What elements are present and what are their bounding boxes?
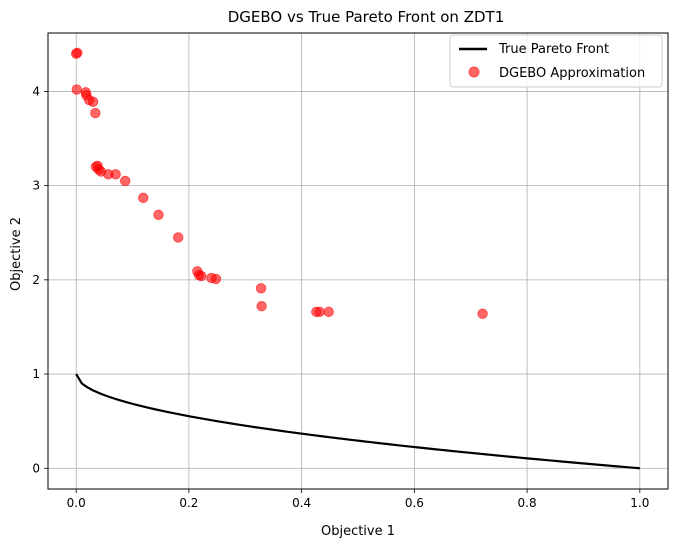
dgebo-point	[110, 169, 121, 180]
dgebo-point	[172, 232, 184, 243]
x-tick-label: 0.0	[67, 496, 86, 510]
dgebo-point	[87, 96, 99, 107]
chart-title: DGEBO vs True Pareto Front on ZDT1	[228, 8, 505, 26]
axis-ticks: 0.0 0.2 0.4 0.6 0.8 1.0 0 1 2 3 4	[32, 84, 649, 510]
dgebo-point	[120, 175, 131, 187]
y-axis-title: Objective 2	[9, 217, 24, 291]
x-tick-label: 0.2	[179, 496, 198, 510]
dgebo-point	[71, 84, 82, 95]
pareto-front-line	[75, 373, 640, 470]
dgebo-point	[90, 107, 101, 119]
x-tick-label: 1.0	[630, 496, 649, 510]
legend-marker-swatch	[468, 66, 480, 78]
plot-lines	[75, 373, 640, 470]
dgebo-point	[323, 306, 334, 318]
plot-points	[70, 47, 488, 319]
legend-box	[449, 34, 663, 88]
dgebo-point	[314, 306, 325, 318]
legend-label-pareto-front: True Pareto Front	[498, 42, 609, 57]
dgebo-point	[210, 273, 222, 285]
y-tick-label: 3	[32, 179, 40, 193]
y-tick-label: 2	[32, 273, 40, 287]
dgebo-point	[72, 47, 83, 58]
legend: True Pareto Front DGEBO Approximation	[449, 34, 663, 88]
dgebo-point	[196, 270, 207, 282]
dgebo-point	[138, 192, 149, 204]
x-tick-label: 0.6	[405, 496, 424, 510]
dgebo-point	[255, 283, 267, 294]
dgebo-point	[256, 301, 267, 312]
y-tick-label: 4	[32, 84, 40, 98]
legend-label-dgebo: DGEBO Approximation	[499, 66, 645, 81]
y-tick-label: 0	[32, 461, 40, 475]
dgebo-point	[153, 209, 164, 221]
x-tick-label: 0.4	[292, 496, 311, 510]
x-tick-label: 0.8	[518, 496, 537, 510]
grid	[48, 33, 668, 489]
y-tick-label: 1	[32, 367, 40, 381]
x-axis-title: Objective 1	[321, 524, 395, 539]
plot-frame	[47, 32, 669, 490]
dgebo-point	[477, 308, 488, 319]
